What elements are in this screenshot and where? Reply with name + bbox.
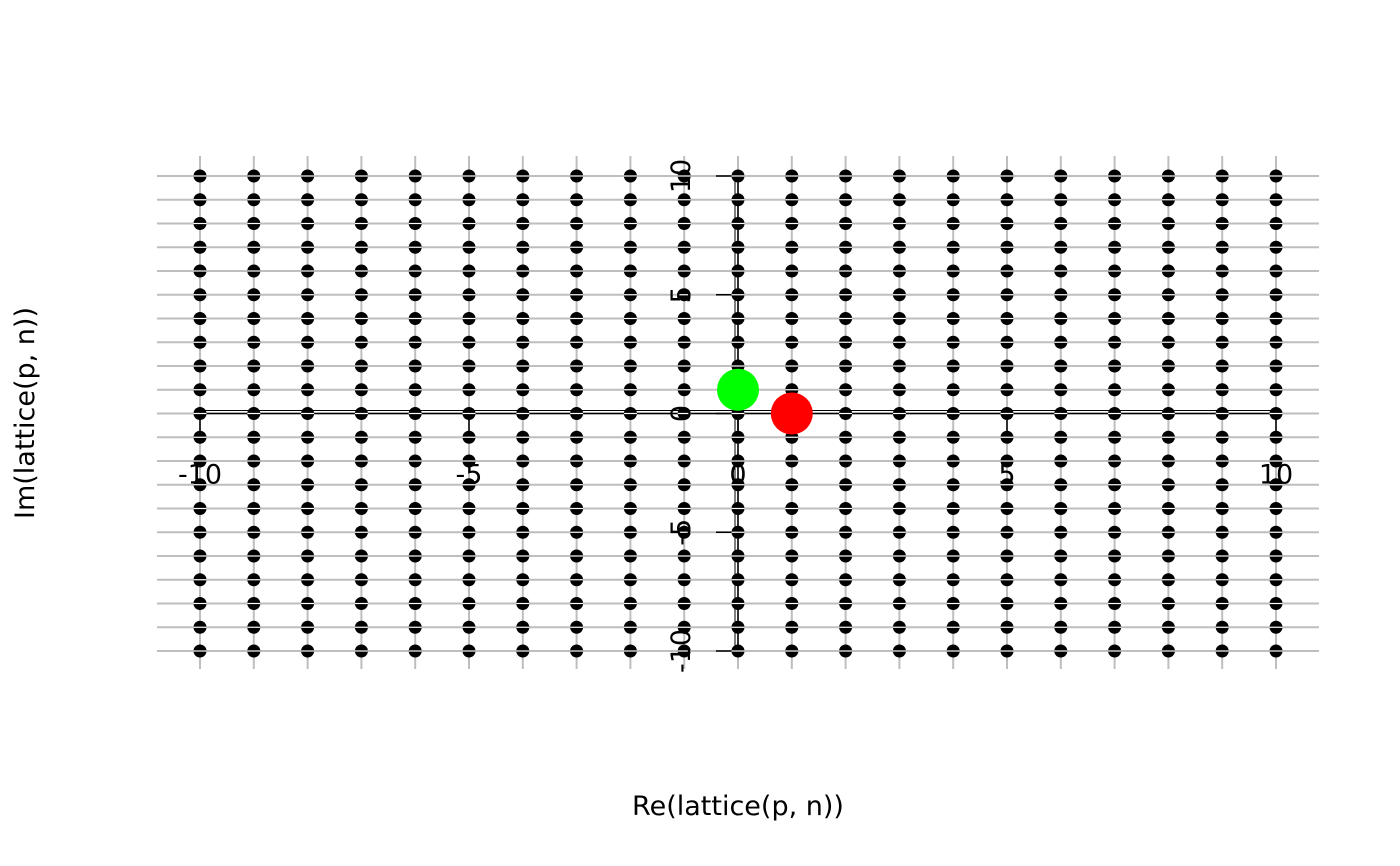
x-tick-label: 5 bbox=[998, 460, 1015, 491]
y-tick-label: 0 bbox=[666, 405, 697, 422]
x-tick-label: -5 bbox=[456, 460, 483, 491]
y-axis-title: Im(lattice(p, n)) bbox=[10, 307, 41, 519]
x-tick-label: 0 bbox=[729, 460, 746, 491]
highlight-points bbox=[717, 368, 813, 435]
y-tick-label: 5 bbox=[666, 286, 697, 303]
x-axis-title: Re(lattice(p, n)) bbox=[632, 791, 844, 822]
x-tick-label: -10 bbox=[178, 460, 222, 491]
y-tick-label: -5 bbox=[666, 519, 697, 546]
highlight-point bbox=[717, 368, 759, 411]
highlight-point bbox=[770, 392, 813, 435]
y-tick-label: -10 bbox=[666, 629, 697, 673]
x-tick-label: 10 bbox=[1259, 460, 1293, 491]
lattice-points bbox=[193, 169, 1283, 658]
y-tick-label: 10 bbox=[666, 159, 697, 193]
tick-labels: -10 -5 0 5 10 -10 -5 0 5 10 bbox=[178, 159, 1293, 673]
